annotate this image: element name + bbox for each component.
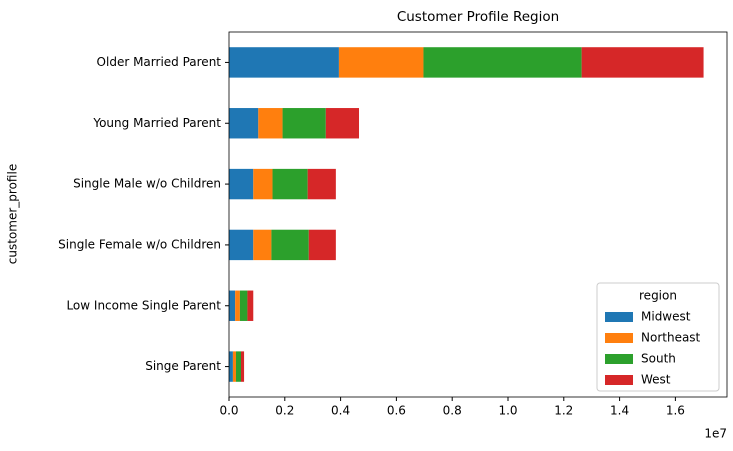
y-tick-label: Low Income Single Parent bbox=[66, 298, 221, 312]
x-tick-label: 1.4 bbox=[610, 404, 629, 418]
x-tick-label: 0.0 bbox=[219, 404, 238, 418]
plot-frame bbox=[228, 31, 728, 398]
bar-segment bbox=[423, 47, 582, 78]
x-offset-label: 1e7 bbox=[704, 427, 727, 441]
bar-segment bbox=[271, 229, 309, 261]
bar-segment bbox=[229, 290, 236, 321]
bar-segment bbox=[247, 290, 254, 321]
bar-segment bbox=[308, 229, 336, 261]
x-tick-label: 1.2 bbox=[554, 404, 573, 418]
bar-segment bbox=[338, 47, 424, 78]
bar-segment bbox=[307, 168, 336, 200]
bar-segment bbox=[229, 351, 233, 382]
y-tick-label: Older Married Parent bbox=[97, 55, 222, 69]
y-axis-label: customer_profile bbox=[6, 164, 20, 264]
x-tick-label: 0.4 bbox=[331, 404, 350, 418]
bar-segment bbox=[272, 168, 308, 200]
bar-segment bbox=[229, 47, 339, 78]
bar-segment bbox=[229, 108, 259, 139]
legend-swatch bbox=[605, 312, 633, 322]
bar-segment bbox=[235, 351, 241, 382]
bar-segment bbox=[229, 168, 254, 200]
legend-label: South bbox=[641, 352, 676, 366]
legend-label: West bbox=[641, 373, 671, 387]
legend-swatch bbox=[605, 375, 633, 385]
x-tick-label: 0.6 bbox=[387, 404, 406, 418]
bar-segment bbox=[258, 108, 283, 139]
y-tick-label: Single Male w/o Children bbox=[73, 177, 221, 191]
legend-title: region bbox=[639, 289, 677, 303]
bar-segment bbox=[229, 229, 254, 261]
bar-segment bbox=[240, 351, 245, 382]
y-tick-label: Singe Parent bbox=[145, 359, 221, 373]
x-tick-label: 1.6 bbox=[666, 404, 685, 418]
bar-segment bbox=[235, 290, 240, 321]
y-tick-label: Single Female w/o Children bbox=[58, 237, 221, 251]
x-tick-label: 0.2 bbox=[275, 404, 294, 418]
bar-segment bbox=[232, 351, 236, 382]
bar-segment bbox=[581, 47, 704, 78]
bar-segment bbox=[325, 108, 360, 139]
legend-swatch bbox=[605, 354, 633, 364]
legend-label: Northeast bbox=[641, 331, 701, 345]
x-tick-label: 0.8 bbox=[443, 404, 462, 418]
bar-segment bbox=[282, 108, 326, 139]
y-tick-label: Young Married Parent bbox=[92, 116, 221, 130]
bar-segment bbox=[239, 290, 248, 321]
legend-swatch bbox=[605, 333, 633, 343]
bar-segment bbox=[253, 168, 273, 200]
bar-segment bbox=[253, 229, 272, 261]
x-tick-label: 1.0 bbox=[498, 404, 517, 418]
legend-label: Midwest bbox=[641, 310, 691, 324]
chart-title: Customer Profile Region bbox=[397, 9, 559, 25]
